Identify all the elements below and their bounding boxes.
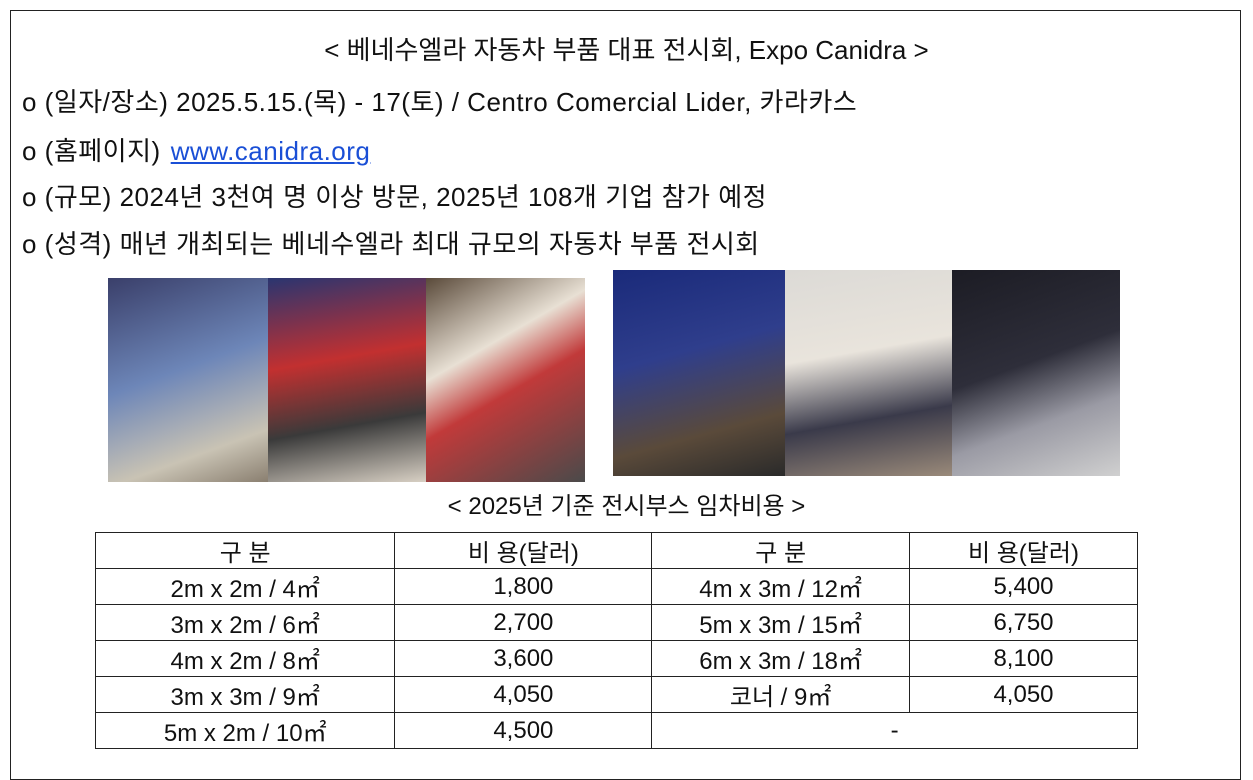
cell: 비 용(달러) bbox=[394, 532, 653, 569]
cell: 5m x 2m / 10㎡ bbox=[94, 712, 396, 749]
row: 2m x 2m / 4㎡ 1,800 4m x 3m / 12㎡ 5,400 bbox=[94, 568, 1139, 605]
photo bbox=[613, 270, 785, 476]
cell: 구 분 bbox=[94, 532, 396, 569]
cell: 2m x 2m / 4㎡ bbox=[94, 568, 396, 605]
table-caption: < 2025년 기준 전시부스 임차비용 > bbox=[447, 493, 806, 520]
row: 4m x 2m / 8㎡ 3,600 6m x 3m / 18㎡ 8,100 bbox=[94, 640, 1139, 677]
photo bbox=[108, 278, 268, 482]
cell: 4,500 bbox=[394, 712, 653, 749]
cell: 1,800 bbox=[394, 568, 653, 605]
photo bbox=[426, 278, 585, 482]
cell: 2,700 bbox=[394, 604, 653, 641]
row: 3m x 2m / 6㎡ 2,700 5m x 3m / 15㎡ 6,750 bbox=[94, 604, 1139, 641]
cell: 5m x 3m / 15㎡ bbox=[651, 604, 910, 641]
bullet: o (홈페이지) www.canidra.org bbox=[22, 131, 370, 168]
cell: - bbox=[651, 712, 1138, 749]
cell: 3m x 3m / 9㎡ bbox=[94, 676, 396, 713]
link[interactable]: www.canidra.org bbox=[170, 136, 371, 166]
cell: 코너 / 9㎡ bbox=[651, 676, 910, 713]
bullet: o (성격) 매년 개최되는 베네수엘라 최대 규모의 자동차 부품 전시회 bbox=[22, 229, 760, 259]
cell: 8,100 bbox=[908, 640, 1139, 677]
cell: 4m x 3m / 12㎡ bbox=[651, 568, 910, 605]
cell: 5,400 bbox=[908, 568, 1139, 605]
cell: 6,750 bbox=[908, 604, 1139, 641]
photo bbox=[952, 270, 1120, 476]
row: 3m x 3m / 9㎡ 4,050 코너 / 9㎡ 4,050 bbox=[94, 676, 1139, 713]
cell: 4,050 bbox=[908, 676, 1139, 713]
title: < 베네수엘라 자동차 부품 대표 전시회, Expo Canidra > bbox=[324, 35, 929, 65]
bullet: o (규모) 2024년 3천여 명 이상 방문, 2025년 108개 기업 … bbox=[22, 182, 768, 212]
cell: 3,600 bbox=[394, 640, 653, 677]
cell: 구 분 bbox=[651, 532, 910, 569]
cell: 6m x 3m / 18㎡ bbox=[651, 640, 910, 677]
cell: 4m x 2m / 8㎡ bbox=[94, 640, 396, 677]
row: 5m x 2m / 10㎡ 4,500- bbox=[94, 712, 1138, 749]
cell: 4,050 bbox=[394, 676, 653, 713]
bullet: o (일자/장소) 2025.5.15.(목) - 17(토) / Centro… bbox=[22, 87, 858, 117]
photo bbox=[268, 278, 426, 482]
cell: 비 용(달러) bbox=[908, 532, 1139, 569]
photo bbox=[785, 270, 952, 476]
cell: 3m x 2m / 6㎡ bbox=[94, 604, 396, 641]
bullet-text: o (홈페이지) bbox=[22, 136, 161, 166]
